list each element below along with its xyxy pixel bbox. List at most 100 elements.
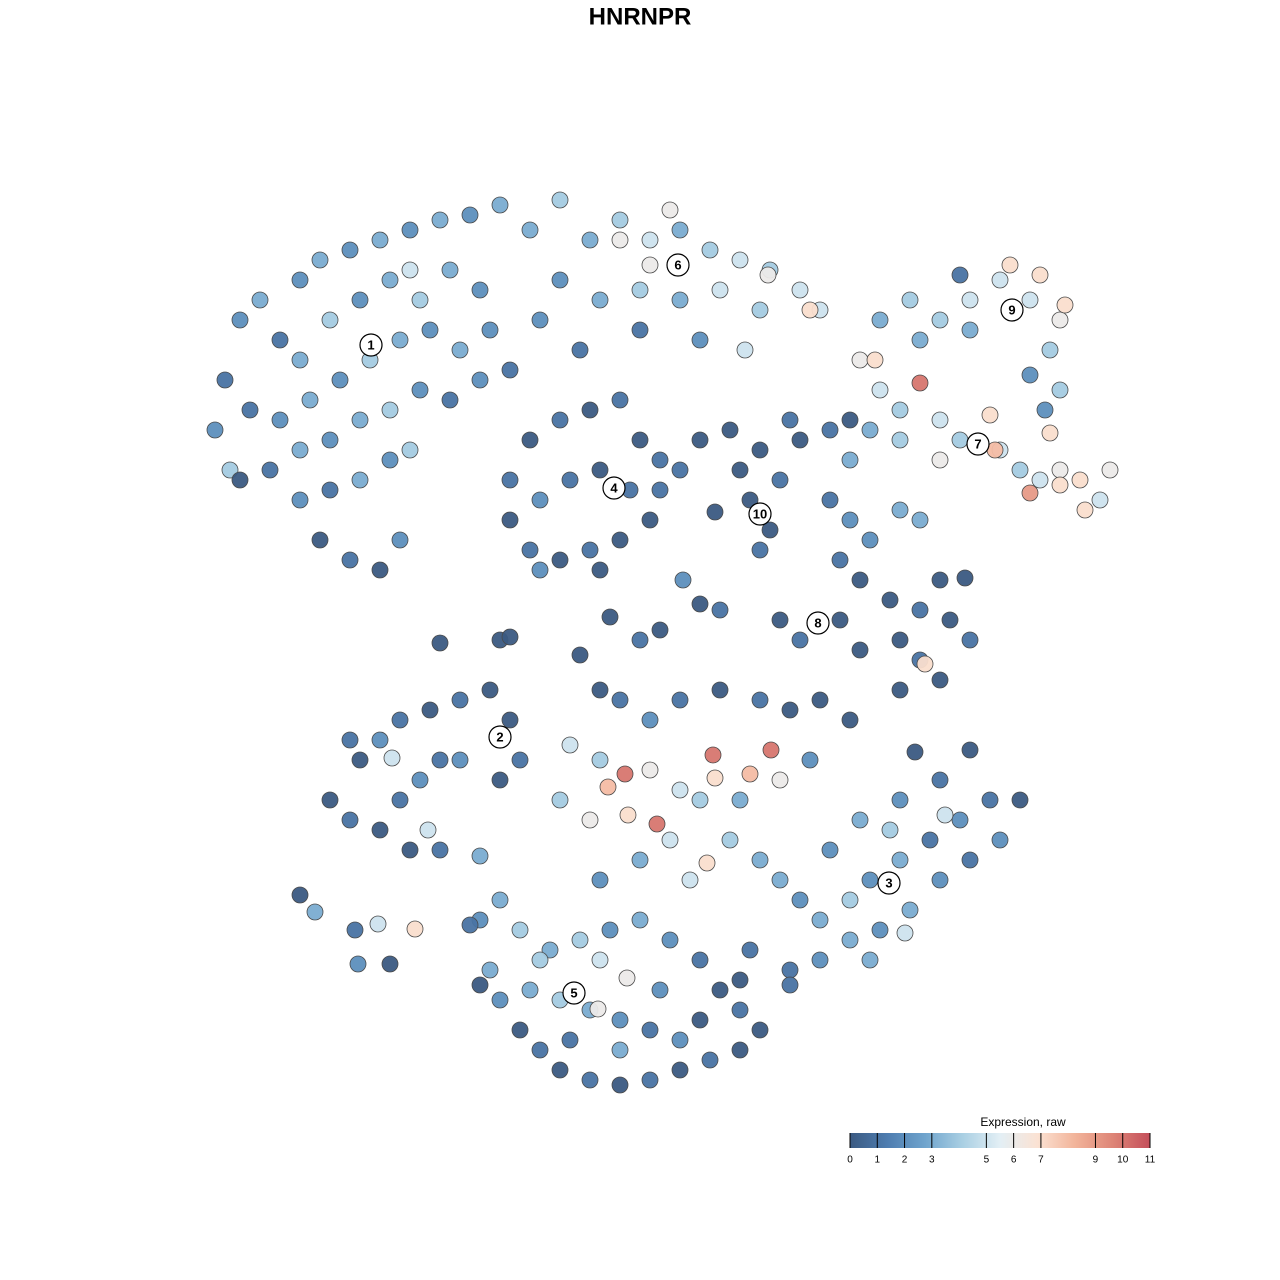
point [311,531,329,549]
point [561,1031,579,1049]
point [791,431,809,449]
point [491,771,509,789]
point [521,431,539,449]
point [551,271,569,289]
point [961,851,979,869]
point [631,281,649,299]
point [541,941,559,959]
point [691,331,709,349]
cluster-marker [562,981,586,1005]
point [471,281,489,299]
point [421,701,439,719]
point [616,765,634,783]
point [691,595,709,613]
cluster-marker [806,611,830,635]
point [991,831,1009,849]
point [631,431,649,449]
point [611,1041,629,1059]
point [381,955,399,973]
point [619,806,637,824]
point [261,461,279,479]
point [1001,256,1019,274]
point [651,451,669,469]
point [831,551,849,569]
point [381,451,399,469]
point [841,711,859,729]
point [581,811,599,829]
point [781,961,799,979]
point [381,401,399,419]
point [221,461,239,479]
point [611,391,629,409]
point [521,541,539,559]
point [731,971,749,989]
point [711,281,729,299]
point [511,921,529,939]
point [741,941,759,959]
point [1011,791,1029,809]
point [371,561,389,579]
point [531,561,549,579]
point [411,771,429,789]
point [641,711,659,729]
point [419,821,437,839]
point [351,751,369,769]
point [911,601,929,619]
point [691,1011,709,1029]
point [641,231,659,249]
point [891,431,909,449]
point [651,481,669,499]
point [371,731,389,749]
point [551,551,569,569]
cluster-marker [359,333,383,357]
colorbar-tick-label: 7 [1038,1155,1044,1166]
point [521,221,539,239]
point [861,531,879,549]
point [851,641,869,659]
point [511,1021,529,1039]
point [671,461,689,479]
point [841,891,859,909]
point [1021,366,1039,384]
point [531,1041,549,1059]
point [781,701,799,719]
point [801,751,819,769]
cluster-label: 4 [610,480,618,495]
point [931,311,949,329]
point [706,769,724,787]
point [611,211,629,229]
point [411,291,429,309]
cluster-marker [488,725,512,749]
point [731,791,749,809]
colorbar-tick-label: 10 [1117,1155,1129,1166]
point [751,691,769,709]
point [241,401,259,419]
point [431,841,449,859]
point [841,511,859,529]
point [841,451,859,469]
point [611,691,629,709]
point [721,831,739,849]
point [906,743,924,761]
cluster-marker [602,476,626,500]
point [618,969,636,987]
point [741,765,759,783]
point [441,261,459,279]
point [698,854,716,872]
point [751,541,769,559]
point [956,569,974,587]
point [759,266,777,284]
point [671,291,689,309]
point [581,401,599,419]
point [581,1071,599,1089]
point [611,531,629,549]
point [781,976,799,994]
point [611,231,629,249]
point [571,341,589,359]
cluster-label: 2 [496,729,503,744]
point [216,371,234,389]
point [321,431,339,449]
point [1051,461,1069,479]
point [704,746,722,764]
